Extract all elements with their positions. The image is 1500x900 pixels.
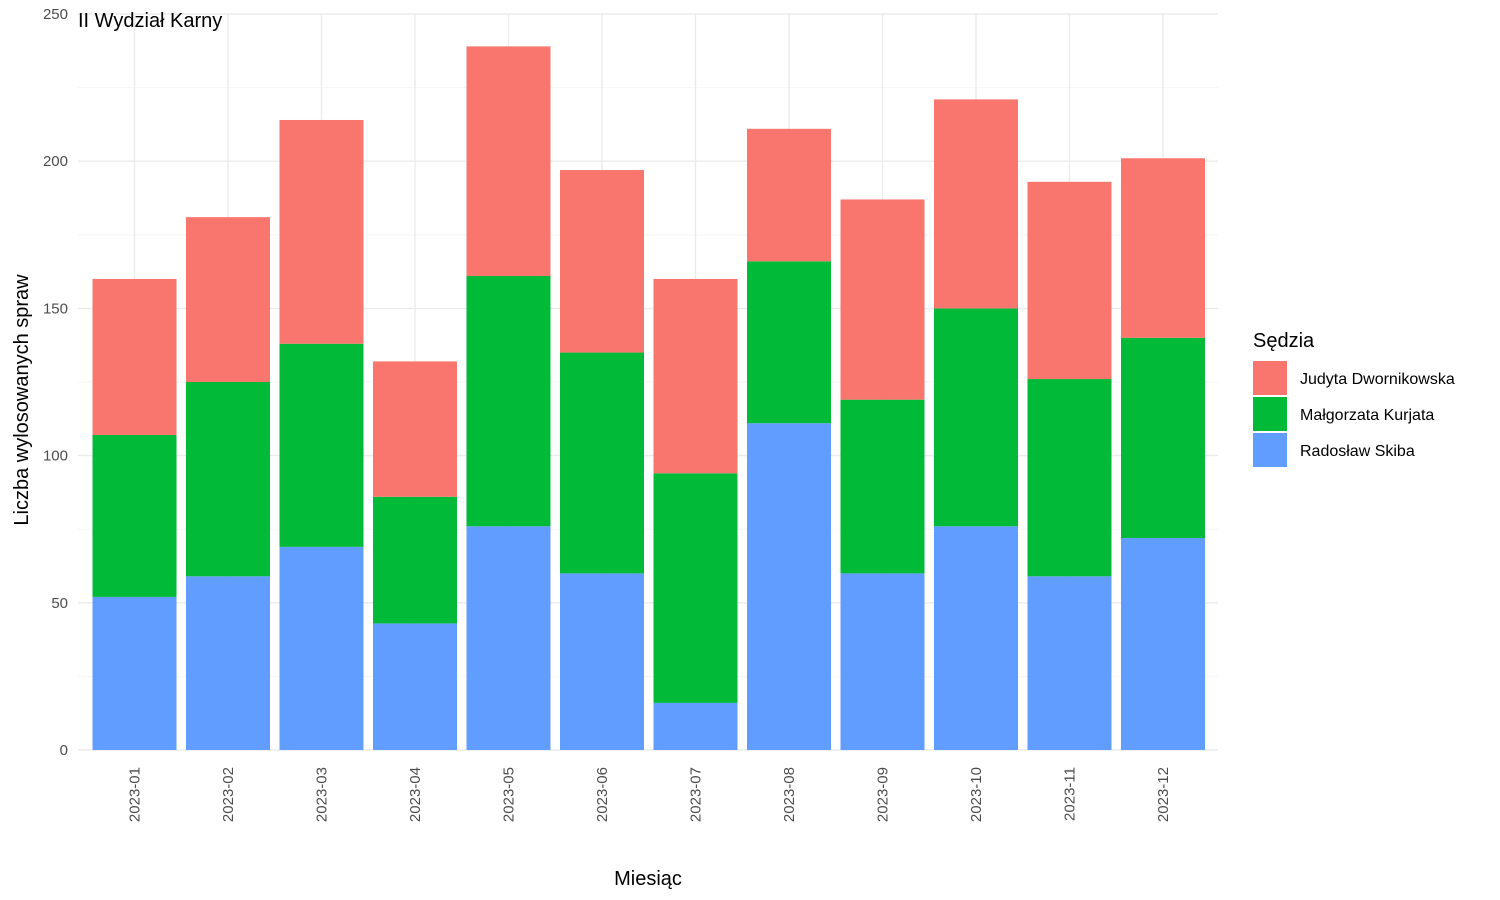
x-tick-label: 2023-08	[781, 767, 798, 822]
bars	[92, 46, 1205, 750]
x-tick-label: 2023-06	[594, 767, 611, 822]
bar-segment	[934, 99, 1018, 309]
legend: Sędzia Judyta Dwornikowska Małgorzata Kur…	[1253, 330, 1455, 467]
bar-segment	[840, 199, 925, 400]
legend-swatch	[1253, 397, 1287, 431]
bar-segment	[373, 361, 457, 497]
bar-segment	[653, 278, 738, 474]
bar-segment	[747, 423, 831, 750]
y-tick-label: 250	[43, 6, 68, 23]
x-tick-label: 2023-12	[1155, 767, 1172, 822]
bar-segment	[840, 573, 925, 750]
bar-segment	[186, 576, 270, 750]
bar-segment	[560, 573, 644, 750]
x-tick-label: 2023-03	[314, 767, 331, 822]
bar-segment	[186, 382, 270, 577]
bar-segment	[373, 496, 457, 624]
x-tick-label: 2023-04	[407, 767, 424, 822]
x-axis: 2023-01 2023-02 2023-03 2023-04 2023-05 2023-…	[127, 767, 1173, 822]
bar-segment	[466, 526, 551, 750]
bar-segment	[279, 119, 364, 344]
legend-swatch	[1253, 361, 1287, 395]
bar-segment	[653, 473, 738, 703]
x-tick-label: 2023-10	[968, 767, 985, 822]
x-tick-label: 2023-01	[127, 767, 144, 822]
bar-segment	[840, 399, 925, 574]
chart-title: II Wydział Karny	[78, 10, 222, 32]
bar-segment	[466, 276, 551, 527]
bar-segment	[186, 217, 270, 382]
bar-segment	[1121, 337, 1205, 539]
bar-segment	[466, 46, 551, 277]
bar-segment	[1027, 181, 1112, 380]
bar-segment	[279, 546, 364, 750]
legend-label: Radosław Skiba	[1300, 443, 1415, 460]
bar-segment	[1121, 538, 1205, 750]
y-axis: 0 50 100 150 200 250	[43, 6, 68, 759]
y-tick-label: 0	[60, 742, 68, 759]
x-tick-label: 2023-02	[220, 767, 237, 822]
y-tick-label: 100	[43, 448, 68, 465]
x-axis-title: Miesiąc	[614, 868, 682, 890]
bar-segment	[1121, 158, 1205, 338]
bar-segment	[1027, 576, 1112, 750]
legend-title: Sędzia	[1253, 330, 1315, 352]
x-tick-label: 2023-05	[501, 767, 518, 822]
bar-segment	[279, 343, 364, 547]
bar-segment	[92, 596, 177, 750]
legend-label: Judyta Dwornikowska	[1300, 371, 1455, 388]
bar-segment	[747, 128, 831, 262]
legend-label: Małgorzata Kurjata	[1300, 407, 1434, 424]
bar-segment	[653, 702, 738, 750]
y-axis-title: Liczba wylosowanych spraw	[11, 274, 33, 526]
bar-segment	[560, 352, 644, 574]
bar-segment	[1027, 379, 1112, 577]
legend-swatch	[1253, 433, 1287, 467]
bar-segment	[92, 278, 177, 435]
bar-segment	[560, 170, 644, 353]
x-tick-label: 2023-07	[688, 767, 705, 822]
bar-segment	[92, 434, 177, 597]
x-tick-label: 2023-11	[1062, 767, 1079, 821]
x-tick-label: 2023-09	[875, 767, 892, 822]
bar-segment	[934, 308, 1018, 527]
y-tick-label: 50	[51, 595, 68, 612]
bar-segment	[747, 261, 831, 424]
y-tick-label: 200	[43, 153, 68, 170]
bar-segment	[373, 623, 457, 750]
bar-segment	[934, 526, 1018, 750]
y-tick-label: 150	[43, 300, 68, 317]
